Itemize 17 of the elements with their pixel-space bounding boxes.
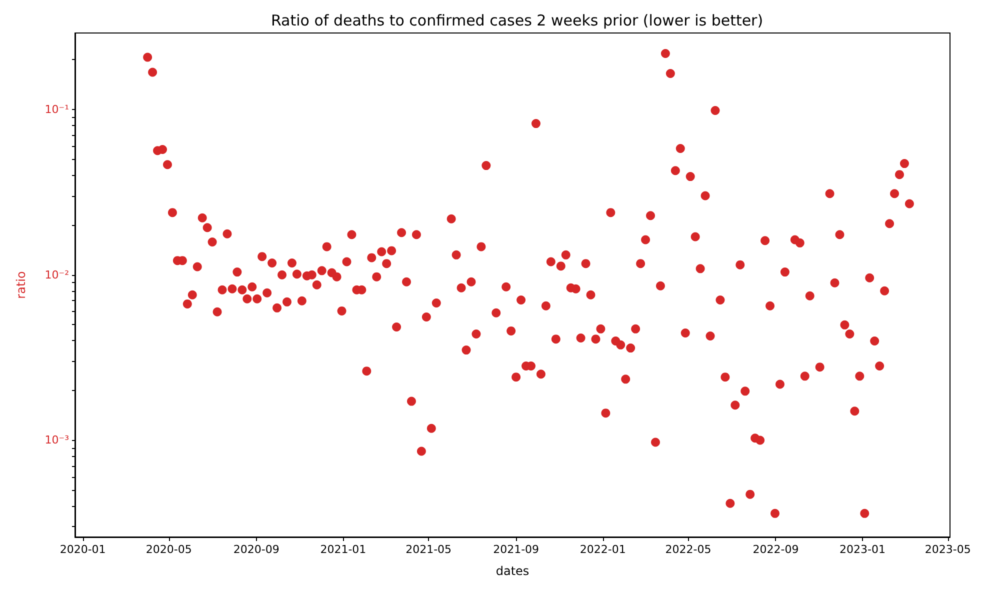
x-tick-label: 2020-05 (146, 543, 192, 556)
x-tick-label: 2021-09 (493, 543, 540, 556)
x-tick-label: 2022-01 (580, 543, 626, 556)
y-axis-title: ratio (14, 271, 28, 299)
x-tick-label: 2022-09 (752, 543, 799, 556)
x-tick-label: 2021-05 (406, 543, 452, 556)
y-tick-label: 10⁻¹ (44, 102, 69, 116)
y-tick-label: 10⁻² (44, 268, 69, 282)
y-tick-label: 10⁻³ (44, 434, 69, 447)
x-axis-title: dates (496, 564, 530, 578)
x-tick-label: 2020-09 (233, 543, 280, 556)
x-tick-label: 2020-01 (60, 543, 106, 556)
x-tick-label: 2021-01 (320, 543, 366, 556)
x-tick-label: 2023-01 (840, 543, 886, 556)
chart-title: Ratio of deaths to confirmed cases 2 weeks prior (lower is better) (270, 12, 764, 30)
x-tick-label: 2023-05 (924, 543, 971, 556)
x-tick-label: 2022-05 (665, 543, 712, 556)
